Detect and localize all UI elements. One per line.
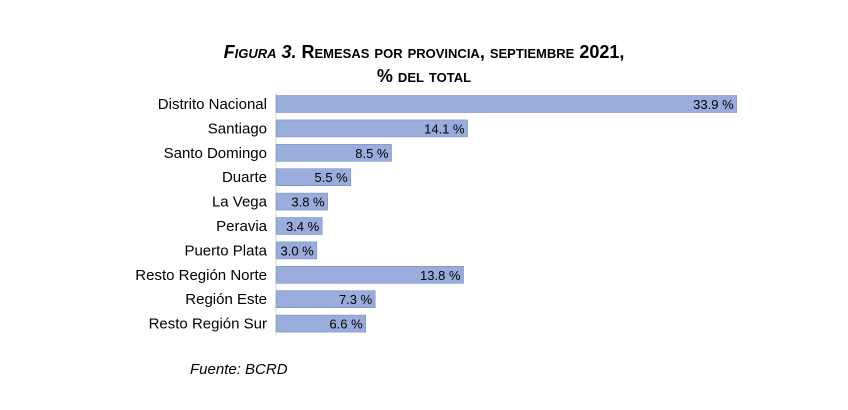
category-label: Resto Región Norte — [135, 267, 267, 284]
category-label: Peravia — [216, 218, 268, 235]
chart-title: Figura 3. Remesas por provincia, septiem… — [0, 40, 848, 88]
data-label: 3.8 % — [291, 195, 325, 210]
chart-title-line-1: Figura 3. Remesas por provincia, septiem… — [0, 40, 848, 64]
category-label: Región Este — [185, 291, 267, 308]
data-label: 8.5 % — [355, 146, 389, 161]
category-label: Distrito Nacional — [158, 96, 267, 113]
category-label: Duarte — [222, 169, 267, 186]
bar — [275, 290, 376, 309]
category-label: Puerto Plata — [184, 242, 267, 259]
bar — [275, 217, 323, 235]
chart-subtitle: % del total — [376, 66, 472, 86]
chart-source: Fuente: BCRD — [190, 361, 288, 378]
bar — [275, 241, 318, 260]
bar — [275, 144, 392, 162]
bar — [275, 95, 737, 113]
category-label: La Vega — [212, 194, 268, 211]
category-label: Santo Domingo — [164, 145, 267, 162]
bar — [275, 119, 468, 138]
data-label: 33.9 % — [693, 97, 734, 112]
data-label: 6.6 % — [329, 317, 363, 332]
data-label: 13.8 % — [420, 268, 461, 283]
data-label: 3.0 % — [281, 243, 315, 258]
data-label: 3.4 % — [286, 219, 320, 234]
data-label: 14.1 % — [424, 121, 465, 136]
category-label: Santiago — [208, 120, 267, 137]
chart-title-prefix: Figura 3. — [223, 42, 297, 62]
data-label: 7.3 % — [339, 292, 373, 307]
bar — [275, 314, 366, 333]
chart-title-main: Remesas por provincia, septiembre 2021, — [301, 42, 625, 62]
bar — [275, 265, 464, 284]
bar — [275, 168, 352, 186]
data-label: 5.5 % — [314, 170, 348, 185]
bar — [275, 192, 328, 211]
category-label: Resto Región Sur — [149, 316, 267, 333]
